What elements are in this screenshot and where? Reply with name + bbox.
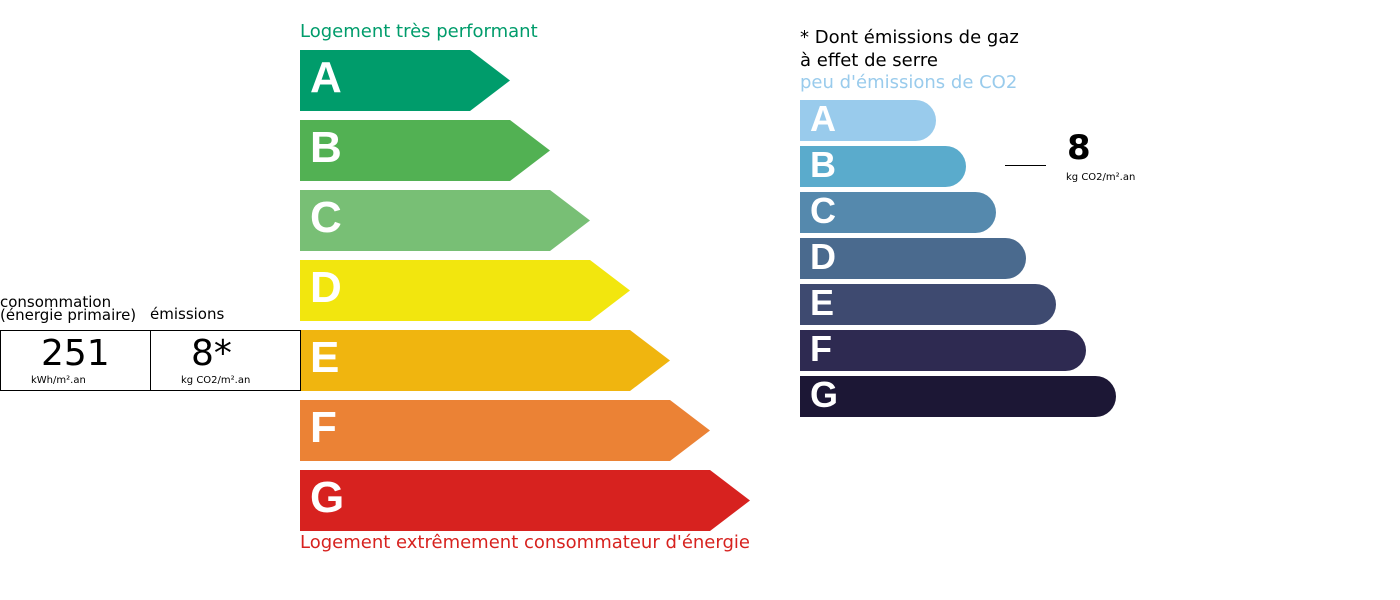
- arrow-shape: [300, 260, 630, 321]
- class-letter: D: [310, 263, 342, 312]
- class-letter: A: [810, 98, 836, 139]
- emissions-label: émissions: [150, 305, 225, 323]
- ges-class-f: F: [800, 328, 1086, 371]
- class-letter: C: [810, 190, 836, 231]
- arrow-shape: [300, 330, 670, 391]
- ges-class-a: A: [800, 98, 936, 141]
- consumption-unit: kWh/m².an: [31, 375, 86, 386]
- energy-class-d: D: [300, 260, 630, 321]
- energy-class-f: F: [300, 400, 710, 461]
- arrow-shape: [300, 400, 710, 461]
- ges-note-line1: * Dont émissions de gaz: [800, 27, 1019, 48]
- ges-class-c: C: [800, 190, 996, 233]
- class-letter: F: [810, 328, 832, 369]
- ges-note: * Dont émissions de gaz à effet de serre: [800, 26, 1019, 72]
- energy-class-g: G: [300, 470, 750, 531]
- consumption-value: 251: [41, 333, 110, 374]
- class-letter: E: [310, 333, 340, 382]
- arrow-shape: [300, 470, 750, 531]
- emissions-value: 8*: [191, 333, 232, 374]
- consumption-label-line1: consommation: [0, 293, 112, 311]
- class-letter: G: [310, 473, 345, 522]
- ges-top-label: peu d'émissions de CO2: [800, 72, 1018, 93]
- divider: [150, 331, 151, 390]
- class-letter: B: [310, 123, 342, 172]
- ges-class-e: E: [800, 282, 1056, 325]
- ges-value: 8: [1067, 128, 1091, 168]
- energy-bottom-label: Logement extrêmement consommateur d'éner…: [300, 532, 750, 553]
- emissions-unit: kg CO2/m².an: [181, 375, 251, 386]
- class-letter: E: [810, 282, 835, 323]
- energy-class-a: A: [300, 50, 510, 111]
- class-letter: C: [310, 193, 342, 242]
- energy-class-b: B: [300, 120, 550, 181]
- arrow-shape: [300, 50, 510, 111]
- class-letter: A: [310, 53, 342, 102]
- summary-box: 251 kWh/m².an 8* kg CO2/m².an: [0, 330, 301, 391]
- class-letter: D: [810, 236, 836, 277]
- energy-top-label: Logement très performant: [300, 21, 538, 42]
- class-letter: B: [810, 144, 836, 185]
- arrow-shape: [300, 120, 550, 181]
- energy-class-c: C: [300, 190, 590, 251]
- ges-class-b: B: [800, 144, 966, 187]
- arrow-shape: [300, 190, 590, 251]
- ges-unit: kg CO2/m².an: [1066, 172, 1136, 183]
- ges-indicator-line: [1005, 165, 1046, 166]
- ges-class-g: G: [800, 374, 1116, 417]
- ges-note-line2: à effet de serre: [800, 50, 938, 71]
- class-letter: G: [810, 374, 839, 415]
- consumption-label: consommation (énergie primaire): [0, 293, 137, 324]
- class-letter: F: [310, 403, 337, 452]
- ges-class-d: D: [800, 236, 1026, 279]
- energy-class-e: E: [300, 330, 670, 391]
- consumption-label-line2: (énergie primaire): [0, 306, 137, 324]
